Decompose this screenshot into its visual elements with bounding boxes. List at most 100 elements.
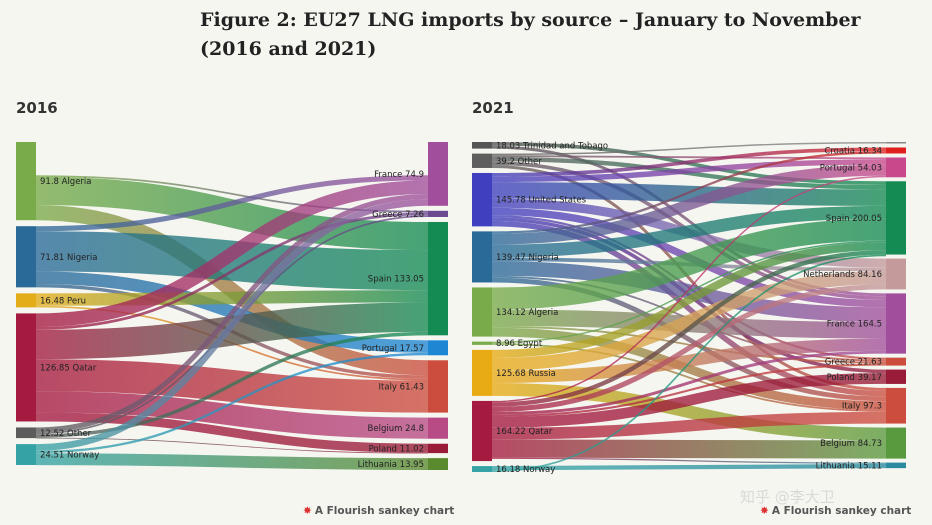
- source-label-nigeria: 139.47 Nigeria: [496, 253, 559, 263]
- target-node-greece: [886, 357, 906, 366]
- target-node-poland: [428, 443, 448, 454]
- flow-peru-to-spain: [35, 290, 429, 306]
- source-node-norway: [472, 466, 492, 472]
- source-label-united-states: 145.78 United States: [496, 196, 587, 206]
- source-label-norway: 16.18 Norway: [496, 465, 555, 475]
- source-label-qatar: 164.22 Qatar: [496, 427, 553, 437]
- target-label-greece: Greece 7.26: [372, 210, 424, 220]
- source-node-norway: [16, 444, 36, 465]
- sankey-2021: 18.03 Trinidad and Tobago 39.2 Other 145.7…: [472, 141, 906, 475]
- target-node-portugal: [886, 157, 906, 178]
- flow-other-to-france: [35, 193, 429, 433]
- target-node-belgium: [428, 417, 448, 439]
- target-label-greece: Greece 21.63: [825, 358, 882, 368]
- flow-norway-to-lithuania: [35, 453, 429, 471]
- flow-united-states-to-spain: [491, 182, 887, 206]
- flourish-credit-right[interactable]: ✸ A Flourish sankey chart: [760, 505, 911, 517]
- target-label-poland: Poland 11.02: [369, 444, 424, 454]
- flow-norway-to-spain: [491, 254, 887, 473]
- target-label-belgium: Belgium 84.73: [820, 439, 882, 449]
- target-node-belgium: [886, 427, 906, 459]
- source-node-qatar: [16, 313, 36, 422]
- source-label-nigeria: 71.81 Nigeria: [40, 253, 97, 263]
- flourish-star-icon: ✸: [303, 505, 312, 517]
- panel-title-2021: 2021: [472, 99, 514, 117]
- flow-qatar-to-france: [491, 350, 887, 415]
- flow-qatar-to-belgium: [35, 391, 429, 439]
- credit-text: A Flourish sankey chart: [771, 505, 912, 517]
- source-label-russia: 125.68 Russia: [496, 369, 556, 379]
- target-node-lithuania: [886, 462, 906, 469]
- source-node-nigeria: [16, 226, 36, 288]
- source-label-trinidad-and-tobago: 18.03 Trinidad and Tobago: [496, 141, 608, 151]
- target-node-greece: [428, 210, 448, 217]
- target-node-italy: [428, 360, 448, 413]
- target-node-croatia: [886, 147, 906, 154]
- flow-other-to-spain: [35, 331, 429, 438]
- flow-qatar-to-greece: [35, 212, 429, 330]
- flow-united-states-to-portugal: [491, 159, 887, 183]
- flow-algeria-to-spain: [35, 176, 429, 251]
- source-node-russia: [472, 349, 492, 396]
- target-node-spain: [428, 221, 448, 336]
- source-node-trinidad-and-tobago: [472, 142, 492, 149]
- flow-united-states-to-croatia: [491, 147, 887, 177]
- flow-nigeria-to-portugal: [491, 164, 887, 245]
- target-node-unnamed: [886, 142, 906, 144]
- flow-norway-to-france: [35, 199, 429, 451]
- target-label-netherlands: Netherlands 84.16: [803, 270, 882, 280]
- target-label-lithuania: Lithuania 13.95: [358, 460, 424, 470]
- source-node-united-states: [472, 172, 492, 227]
- source-node-algeria: [472, 287, 492, 337]
- source-node-peru: [16, 293, 36, 308]
- flourish-star-icon: ✸: [760, 505, 769, 517]
- source-node-other: [472, 153, 492, 168]
- flow-qatar-to-belgium: [491, 439, 887, 459]
- target-node-lithuania: [428, 458, 448, 470]
- target-node-france: [886, 293, 906, 354]
- source-node-algeria: [16, 142, 36, 221]
- flow-qatar-to-poland: [491, 373, 887, 428]
- credit-text: A Flourish sankey chart: [314, 505, 455, 517]
- target-node-poland: [886, 369, 906, 384]
- flow-qatar-to-lithuania: [491, 457, 887, 464]
- source-node-qatar: [472, 400, 492, 462]
- target-label-france: France 164.5: [827, 320, 882, 330]
- flow-russia-to-spain: [491, 242, 887, 358]
- flow-other-to-unnamed: [491, 142, 887, 156]
- flow-qatar-to-greece: [491, 363, 887, 417]
- target-label-croatia: Croatia 16.34: [824, 146, 882, 156]
- target-node-spain: [886, 181, 906, 255]
- flourish-credit-left[interactable]: ✸ A Flourish sankey chart: [303, 505, 454, 517]
- target-label-belgium: Belgium 24.8: [368, 424, 424, 434]
- panel-title-2016: 2016: [16, 99, 58, 117]
- target-label-lithuania: Lithuania 15.11: [816, 461, 882, 471]
- target-label-spain: Spain 200.05: [826, 214, 882, 224]
- flow-qatar-to-france: [35, 180, 429, 328]
- source-label-algeria: 134.12 Algeria: [496, 308, 558, 318]
- target-label-france: France 74.9: [374, 170, 424, 180]
- flow-algeria-to-spain: [491, 218, 887, 310]
- source-label-norway: 24.51 Norway: [40, 451, 99, 461]
- flows: [491, 142, 887, 473]
- target-label-italy: Italy 61.43: [379, 382, 424, 392]
- flow-nigeria-to-spain: [491, 205, 887, 258]
- target-node-france: [428, 142, 448, 206]
- watermark: 知乎 @李大卫: [740, 488, 835, 506]
- source-label-algeria: 91.8 Algeria: [40, 177, 92, 187]
- target-node-netherlands: [886, 258, 906, 290]
- flow-other-to-poland: [35, 437, 429, 454]
- flow-qatar-to-portugal: [491, 175, 887, 403]
- flow-russia-to-france: [491, 338, 887, 384]
- target-node-italy: [886, 387, 906, 424]
- flow-algeria-to-greece: [491, 325, 887, 364]
- target-node-portugal: [428, 340, 448, 356]
- flow-qatar-to-spain: [491, 250, 887, 407]
- target-label-portugal: Portugal 17.57: [362, 344, 424, 354]
- source-label-peru: 16.48 Peru: [40, 296, 86, 306]
- source-label-egypt: 8.96 Egypt: [496, 339, 543, 349]
- flows: [35, 142, 429, 471]
- source-node-other: [16, 427, 36, 439]
- flow-norway-to-portugal: [35, 352, 429, 454]
